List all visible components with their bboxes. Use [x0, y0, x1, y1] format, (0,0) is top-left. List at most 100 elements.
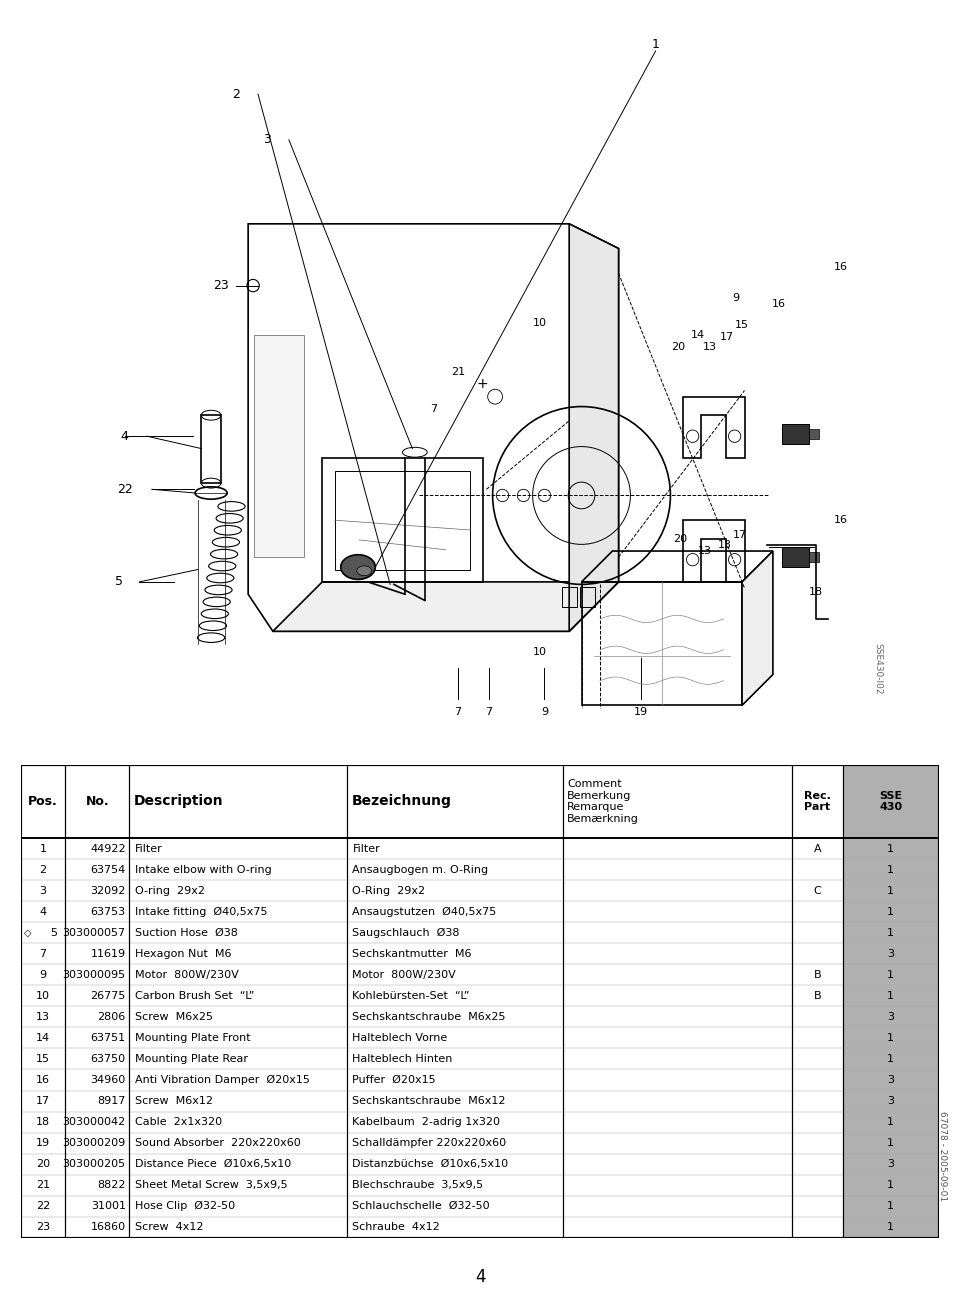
Text: 303000042: 303000042 — [62, 1117, 126, 1127]
Text: 44922: 44922 — [90, 844, 126, 854]
Text: 3: 3 — [887, 1159, 894, 1169]
Text: 67078 - 2005-09-01: 67078 - 2005-09-01 — [938, 1112, 948, 1201]
Text: 21: 21 — [451, 367, 465, 377]
Text: Distanzbüchse  Ø10x6,5x10: Distanzbüchse Ø10x6,5x10 — [352, 1159, 509, 1169]
Text: Intake elbow with O-ring: Intake elbow with O-ring — [135, 865, 272, 875]
Text: 5: 5 — [114, 576, 123, 589]
Text: 4: 4 — [121, 430, 129, 443]
Text: 2: 2 — [232, 88, 240, 101]
Bar — [582, 582, 742, 706]
Text: Blechschraube  3,5x9,5: Blechschraube 3,5x9,5 — [352, 1180, 484, 1190]
Text: 7: 7 — [39, 949, 47, 959]
Text: 15: 15 — [735, 321, 749, 330]
Text: 22: 22 — [36, 1201, 50, 1212]
Text: 1: 1 — [887, 1138, 894, 1148]
Bar — [781, 424, 808, 444]
Text: 3: 3 — [263, 134, 271, 146]
Text: SSE
430: SSE 430 — [879, 791, 902, 812]
Text: Ansaugstutzen  Ø40,5x75: Ansaugstutzen Ø40,5x75 — [352, 907, 496, 917]
Text: 18: 18 — [809, 587, 823, 597]
Text: 14: 14 — [36, 1033, 50, 1043]
Text: 20: 20 — [673, 533, 687, 544]
Text: 303000057: 303000057 — [62, 928, 126, 938]
Text: Halteblech Hinten: Halteblech Hinten — [352, 1054, 453, 1064]
Text: Description: Description — [134, 795, 224, 808]
Text: Screw  4x12: Screw 4x12 — [135, 1222, 204, 1233]
Text: 16: 16 — [36, 1075, 50, 1085]
Text: 4: 4 — [475, 1268, 485, 1286]
Text: Cable  2x1x320: Cable 2x1x320 — [135, 1117, 222, 1127]
Text: 3: 3 — [39, 886, 47, 896]
Text: Carbon Brush Set  “L”: Carbon Brush Set “L” — [135, 991, 254, 1001]
Bar — [781, 548, 808, 568]
Text: 23: 23 — [36, 1222, 50, 1233]
Text: 34960: 34960 — [90, 1075, 126, 1085]
Bar — [202, 415, 221, 484]
Text: Saugschlauch  Ø38: Saugschlauch Ø38 — [352, 928, 460, 938]
Text: 11619: 11619 — [90, 949, 126, 959]
Text: 20: 20 — [671, 343, 684, 352]
Text: 14: 14 — [690, 330, 705, 340]
Text: 3: 3 — [887, 1096, 894, 1106]
Text: 63750: 63750 — [90, 1054, 126, 1064]
Text: 2: 2 — [39, 865, 47, 875]
Text: Sound Absorber  220x220x60: Sound Absorber 220x220x60 — [135, 1138, 300, 1148]
Text: Hose Clip  Ø32-50: Hose Clip Ø32-50 — [135, 1201, 235, 1212]
Text: Sechskantschraube  M6x25: Sechskantschraube M6x25 — [352, 1012, 506, 1022]
Text: 10: 10 — [533, 318, 546, 327]
Text: 1: 1 — [887, 886, 894, 896]
Text: Schraube  4x12: Schraube 4x12 — [352, 1222, 441, 1233]
Text: Motor  800W/230V: Motor 800W/230V — [352, 970, 456, 980]
Text: B: B — [813, 970, 821, 980]
Text: No.: No. — [85, 795, 109, 808]
Text: 19: 19 — [36, 1138, 50, 1148]
Text: 1: 1 — [39, 844, 47, 854]
Text: 13: 13 — [718, 540, 732, 549]
Text: 8822: 8822 — [97, 1180, 126, 1190]
Text: 18: 18 — [36, 1117, 50, 1127]
Text: 19: 19 — [634, 707, 648, 716]
Text: 16860: 16860 — [90, 1222, 126, 1233]
Text: Ansaugbogen m. O-Ring: Ansaugbogen m. O-Ring — [352, 865, 489, 875]
Text: ◇: ◇ — [24, 928, 32, 938]
Polygon shape — [273, 582, 618, 631]
Text: 4: 4 — [39, 907, 47, 917]
Text: 32092: 32092 — [90, 886, 126, 896]
Bar — [808, 552, 819, 562]
Text: 16: 16 — [834, 261, 848, 272]
Text: 9: 9 — [732, 293, 739, 304]
Text: 13: 13 — [703, 343, 717, 352]
Bar — [323, 459, 483, 582]
Text: 3: 3 — [887, 949, 894, 959]
Text: 3: 3 — [887, 1075, 894, 1085]
Text: 303000205: 303000205 — [62, 1159, 126, 1169]
Text: 16: 16 — [772, 300, 786, 309]
Text: 10: 10 — [533, 648, 546, 657]
Text: O-ring  29x2: O-ring 29x2 — [135, 886, 204, 896]
Text: Halteblech Vorne: Halteblech Vorne — [352, 1033, 447, 1043]
Text: 22: 22 — [117, 482, 132, 495]
Text: 9: 9 — [39, 970, 47, 980]
Text: 17: 17 — [720, 332, 734, 343]
Text: Schlauchschelle  Ø32-50: Schlauchschelle Ø32-50 — [352, 1201, 490, 1212]
Polygon shape — [569, 223, 618, 631]
Text: 31001: 31001 — [91, 1201, 126, 1212]
Text: Pos.: Pos. — [28, 795, 58, 808]
Ellipse shape — [357, 566, 372, 576]
Bar — [254, 335, 303, 557]
Text: 10: 10 — [36, 991, 50, 1001]
Text: Mounting Plate Front: Mounting Plate Front — [135, 1033, 251, 1043]
Text: Filter: Filter — [135, 844, 162, 854]
Text: SSE430-I02: SSE430-I02 — [874, 643, 882, 694]
Text: A: A — [813, 844, 821, 854]
Text: Sheet Metal Screw  3,5x9,5: Sheet Metal Screw 3,5x9,5 — [135, 1180, 288, 1190]
Text: 1: 1 — [887, 928, 894, 938]
Text: 13: 13 — [698, 547, 712, 556]
Text: 63754: 63754 — [90, 865, 126, 875]
Text: O-Ring  29x2: O-Ring 29x2 — [352, 886, 425, 896]
Text: 1: 1 — [887, 991, 894, 1001]
Text: Screw  M6x12: Screw M6x12 — [135, 1096, 213, 1106]
Text: 1: 1 — [887, 1201, 894, 1212]
Text: B: B — [813, 991, 821, 1001]
Text: 1: 1 — [887, 1117, 894, 1127]
